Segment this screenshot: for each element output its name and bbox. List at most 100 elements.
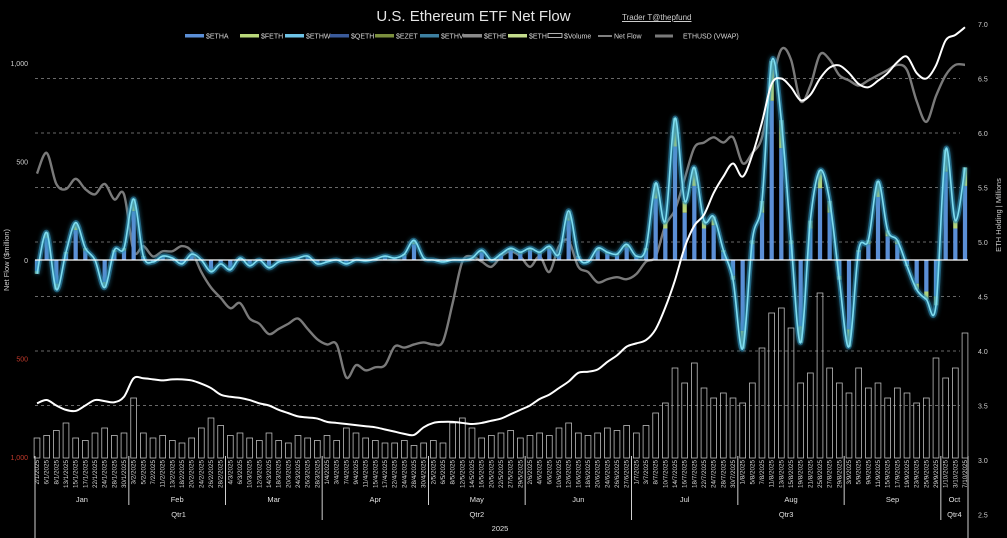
net-flow-bar xyxy=(566,220,571,260)
month-label: Oct xyxy=(949,495,962,504)
date-tick-label: 4/6/2025 xyxy=(537,460,544,485)
date-tick-label: 12/6/2025 xyxy=(566,460,573,489)
volume-bar xyxy=(874,382,882,459)
net-flow-bars xyxy=(34,61,968,349)
date-tick-label: 3/4/2025 xyxy=(334,460,341,485)
date-tick-label: 27/6/2025 xyxy=(624,460,631,489)
date-tick-label: 30/4/2025 xyxy=(421,460,428,489)
date-tick-label: 29/5/2025 xyxy=(517,460,524,489)
net-flow-bar xyxy=(701,228,707,260)
date-tick-label: 22/4/2025 xyxy=(392,460,399,489)
date-tick-label: 22/5/2025 xyxy=(498,460,505,489)
net-flow-bar-secondary xyxy=(682,200,687,213)
volume-bar xyxy=(53,430,60,459)
date-tick-label: 3/7/2025 xyxy=(643,460,650,485)
net-flow-bar xyxy=(498,255,504,260)
quarter-label: Qtr4 xyxy=(947,510,962,519)
date-tick-label: 21/8/2025 xyxy=(807,460,814,489)
net-flow-bar xyxy=(411,244,417,260)
volume-bar xyxy=(33,437,41,459)
volume-bar xyxy=(652,412,659,459)
volume-bar xyxy=(304,437,311,459)
date-tick-label: 24/7/2025 xyxy=(711,460,718,489)
volume-bar xyxy=(575,432,582,459)
net-flow-bar xyxy=(208,260,214,270)
legend-label: Net Flow xyxy=(614,34,643,41)
volume-bar xyxy=(720,392,727,459)
right-tick-label: 2.5 xyxy=(978,513,988,520)
volume-bar xyxy=(681,382,688,459)
month-label: Feb xyxy=(171,495,184,504)
date-tick-label: 24/3/2025 xyxy=(295,460,302,489)
net-flow-bar xyxy=(44,237,49,260)
net-flow-bar xyxy=(131,211,136,260)
date-tick-label: 13/1/2025 xyxy=(63,460,70,489)
date-tick-label: 13/2/2025 xyxy=(169,460,176,489)
date-tick-label: 6/3/2025 xyxy=(237,460,244,485)
date-tick-label: 28/4/2025 xyxy=(411,460,418,489)
net-flow-bar xyxy=(614,255,620,260)
net-flow-glow xyxy=(34,56,968,352)
date-tick-label: 17/9/2025 xyxy=(894,460,901,489)
volume-bar xyxy=(111,435,118,459)
date-tick-label: 27/8/2025 xyxy=(827,460,834,489)
volume-bar xyxy=(227,435,234,459)
volume-bar xyxy=(671,367,679,459)
date-tick-label: 10/7/2025 xyxy=(662,460,669,489)
month-label: Sep xyxy=(886,495,899,504)
left-tick-label: 1,000 xyxy=(10,455,28,462)
net-flow-bar xyxy=(663,228,668,260)
volume-bar xyxy=(410,445,418,459)
right-tick-label: 5.0 xyxy=(978,240,988,247)
date-tick-label: 2/1/2025 xyxy=(34,460,41,485)
volume-bar xyxy=(604,427,611,459)
volume-bar xyxy=(526,435,534,459)
volume-bar xyxy=(778,307,785,459)
date-tick-label: 19/9/2025 xyxy=(904,460,911,489)
volume-bar xyxy=(700,387,708,459)
legend-label: $ETHE xyxy=(484,34,507,41)
month-label: May xyxy=(470,495,484,504)
left-tick-label: 500 xyxy=(16,357,28,364)
date-tick-label: 7/10/2025 xyxy=(962,460,969,489)
month-label: Aug xyxy=(784,495,797,504)
date-tick-label: 12/3/2025 xyxy=(256,460,263,489)
legend-label: ETHUSD (VWAP) xyxy=(683,34,739,41)
net-flow-bar xyxy=(402,255,407,260)
volume-bar xyxy=(691,362,698,459)
volume-bar xyxy=(623,425,630,459)
date-tick-label: 29/9/2025 xyxy=(933,460,940,489)
net-flow-bar xyxy=(827,212,832,260)
date-tick-label: 28/2/2025 xyxy=(218,460,225,489)
net-flow-bar xyxy=(740,260,745,331)
legend-label: $EZET xyxy=(396,34,419,41)
left-tick-label: 1,000 xyxy=(10,61,28,68)
date-tick-label: 13/8/2025 xyxy=(778,460,785,489)
net-flow-bar-secondary xyxy=(73,222,78,231)
volume-bar xyxy=(207,417,215,459)
volume-bar xyxy=(149,437,157,459)
volume-bar xyxy=(246,437,253,459)
legend-swatch xyxy=(420,34,439,38)
volume-bar xyxy=(372,440,379,459)
volume-bar xyxy=(352,432,360,459)
net-flow-bar xyxy=(924,260,929,292)
volume-bar xyxy=(198,427,205,459)
volume-bar xyxy=(343,427,350,459)
volume-bar xyxy=(217,425,224,459)
date-tick-label: 8/5/2025 xyxy=(450,460,457,485)
volume-bar xyxy=(507,430,514,459)
eth-holdings-line xyxy=(36,26,966,437)
legend-swatch xyxy=(185,34,204,38)
chart-credit[interactable]: Trader T@thepfund xyxy=(622,13,692,22)
left-tick-label: 500 xyxy=(16,160,28,167)
volume-bar xyxy=(72,437,79,459)
net-flow-bar xyxy=(885,236,890,260)
date-tick-label: 5/9/2025 xyxy=(856,460,863,485)
volume-bar xyxy=(816,292,824,459)
volume-bar xyxy=(642,425,650,459)
net-flow-bar xyxy=(508,250,513,260)
quarter-label: Qtr1 xyxy=(171,510,186,519)
date-tick-label: 27/5/2025 xyxy=(508,460,515,489)
right-tick-label: 5.5 xyxy=(978,186,988,193)
